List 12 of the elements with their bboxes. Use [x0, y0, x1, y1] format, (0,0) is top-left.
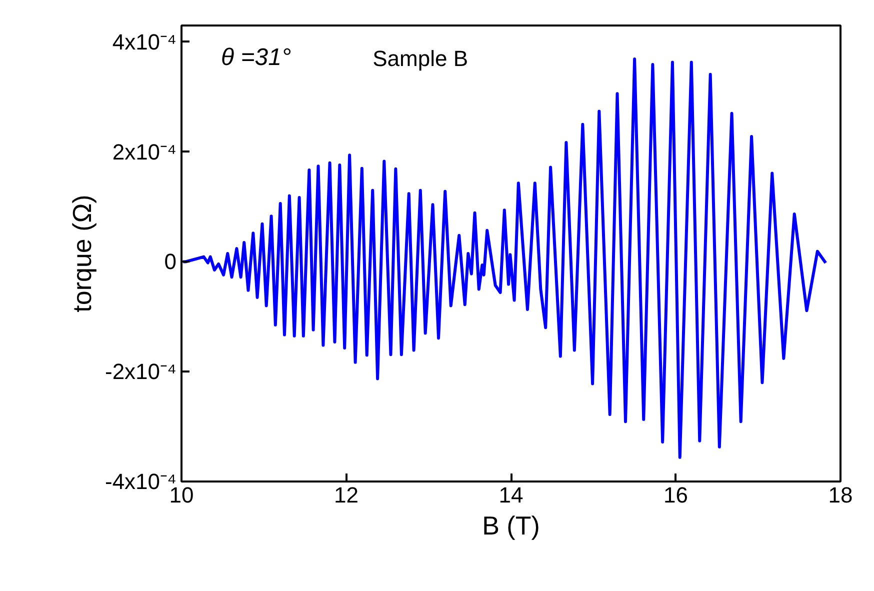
y-axis-title: torque (Ω) [67, 194, 98, 312]
x-tick-label: 14 [498, 482, 524, 508]
y-tick-label: -2x10⁻⁴ [105, 359, 177, 384]
y-tick-label: 4x10⁻⁴ [112, 29, 177, 54]
x-axis-title: B (T) [482, 510, 540, 540]
x-tick-label: 12 [334, 482, 358, 508]
annotation: Sample B [372, 46, 468, 72]
y-tick-label: 0 [164, 249, 177, 274]
y-tick-label: 2x10⁻⁴ [112, 139, 177, 164]
x-tick-label: 18 [828, 482, 853, 508]
x-tick-label: 16 [664, 482, 688, 508]
annotation: θ =31° [221, 44, 292, 72]
